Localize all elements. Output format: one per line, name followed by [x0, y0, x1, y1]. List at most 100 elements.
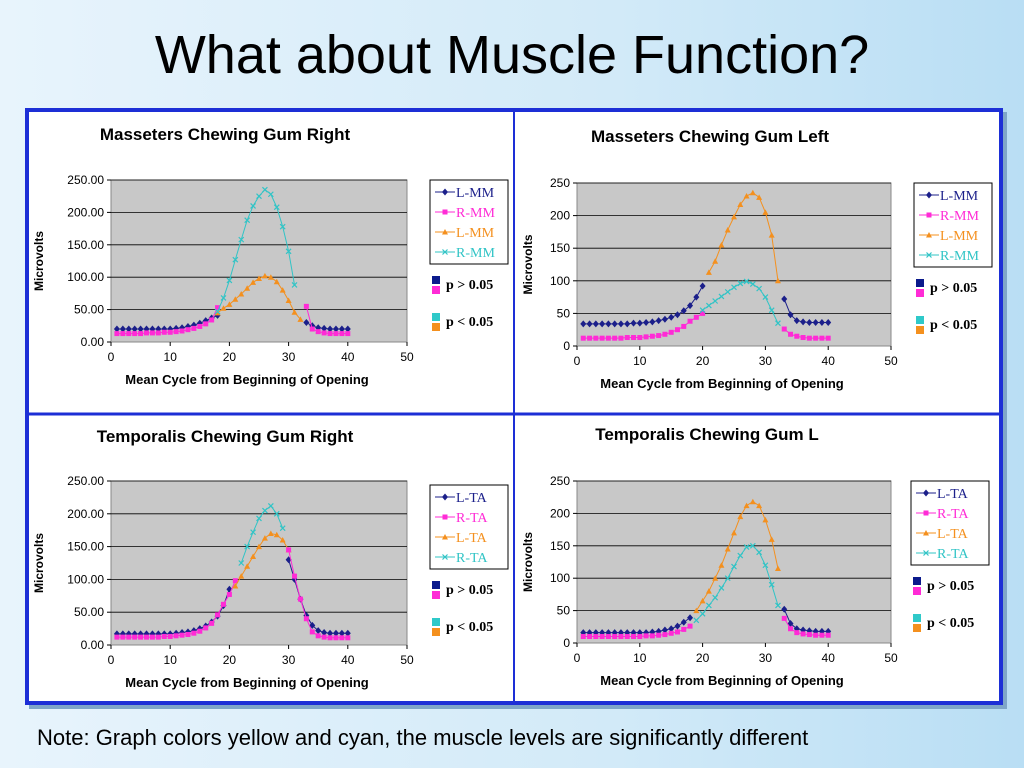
x-tick-label: 30	[282, 653, 296, 667]
data-point	[279, 223, 286, 230]
p-gt-swatch-bottom	[432, 286, 440, 294]
data-point	[256, 515, 262, 522]
data-point	[179, 324, 186, 332]
y-tick-label: 150.00	[67, 540, 104, 554]
data-point	[768, 536, 775, 542]
y-axis-label: Microvolts	[32, 231, 46, 291]
data-point	[238, 291, 245, 297]
data-point	[743, 193, 750, 199]
data-point	[279, 287, 286, 293]
x-tick-label: 40	[822, 354, 836, 368]
data-point	[649, 333, 655, 339]
y-tick-label: 0	[563, 339, 570, 353]
y-tick-label: 0.00	[81, 638, 105, 652]
data-point	[244, 217, 251, 224]
data-point	[643, 319, 650, 327]
data-point	[737, 552, 744, 559]
data-point	[806, 335, 812, 341]
legend-label: R-TA	[937, 547, 969, 562]
data-point	[631, 335, 637, 341]
data-point	[724, 226, 731, 233]
data-point	[611, 320, 618, 328]
data-point	[636, 319, 643, 327]
data-point	[705, 602, 712, 609]
data-point	[693, 607, 700, 614]
data-point	[273, 278, 280, 285]
data-point	[244, 563, 251, 569]
data-point	[327, 635, 333, 641]
data-point	[674, 629, 680, 635]
data-point	[737, 280, 744, 287]
data-point	[286, 547, 292, 553]
y-tick-label: 50.00	[74, 605, 104, 619]
data-point	[806, 632, 812, 638]
p-gt-swatch-bottom	[913, 587, 921, 595]
data-point	[612, 634, 618, 640]
data-point	[781, 615, 787, 621]
data-point	[593, 335, 599, 341]
data-point	[762, 209, 769, 215]
data-point	[586, 320, 593, 328]
plot-area	[110, 480, 408, 646]
data-point	[185, 327, 191, 333]
chart-title: Temporalis Chewing Gum L	[595, 425, 819, 444]
data-point	[226, 277, 233, 284]
data-point	[232, 578, 238, 584]
data-point	[737, 513, 744, 520]
data-point	[191, 630, 197, 636]
series-line-R-MM	[217, 189, 296, 312]
data-point	[630, 319, 637, 327]
data-point	[580, 634, 586, 640]
legend-label: R-TA	[456, 511, 488, 526]
data-point	[244, 285, 251, 291]
data-point	[587, 634, 593, 640]
data-point	[762, 516, 769, 523]
significance-label: p < 0.05	[930, 318, 977, 333]
data-point	[196, 319, 203, 327]
data-point	[232, 582, 239, 589]
data-point	[261, 535, 268, 541]
data-point	[731, 284, 737, 291]
legend-label: R-TA	[937, 507, 969, 522]
data-point	[120, 331, 126, 337]
y-tick-label: 150	[550, 241, 570, 255]
data-point	[655, 317, 662, 325]
y-tick-label: 50	[557, 306, 571, 320]
data-point	[612, 335, 618, 341]
data-point	[743, 544, 750, 551]
data-point	[321, 330, 327, 336]
data-point	[291, 309, 298, 315]
data-point	[731, 213, 737, 220]
legend-marker	[926, 212, 932, 218]
plot-area	[576, 182, 892, 347]
p-lt-swatch-bottom	[432, 628, 440, 636]
data-point	[781, 326, 787, 332]
x-tick-label: 30	[759, 651, 773, 665]
data-point	[333, 635, 339, 641]
data-point	[749, 542, 756, 549]
significance-label: p > 0.05	[930, 281, 977, 296]
data-point	[743, 502, 750, 509]
data-point	[279, 537, 286, 543]
data-point	[756, 285, 763, 292]
data-point	[662, 331, 668, 337]
data-point	[699, 307, 706, 314]
legend-marker	[926, 232, 932, 238]
data-point	[681, 323, 687, 329]
y-axis-label: Microvolts	[521, 532, 535, 592]
data-point	[126, 331, 132, 337]
data-point	[238, 573, 245, 579]
data-point	[345, 635, 351, 641]
data-point	[167, 329, 173, 335]
legend-marker	[923, 550, 929, 556]
data-point	[332, 629, 339, 637]
p-lt-swatch-top	[432, 618, 440, 626]
data-point	[693, 617, 700, 624]
data-point	[250, 553, 257, 559]
legend-marker	[442, 554, 448, 560]
data-point	[680, 618, 687, 626]
data-point	[131, 325, 138, 333]
data-point	[756, 194, 763, 200]
data-point	[297, 316, 304, 322]
data-point	[327, 629, 334, 637]
